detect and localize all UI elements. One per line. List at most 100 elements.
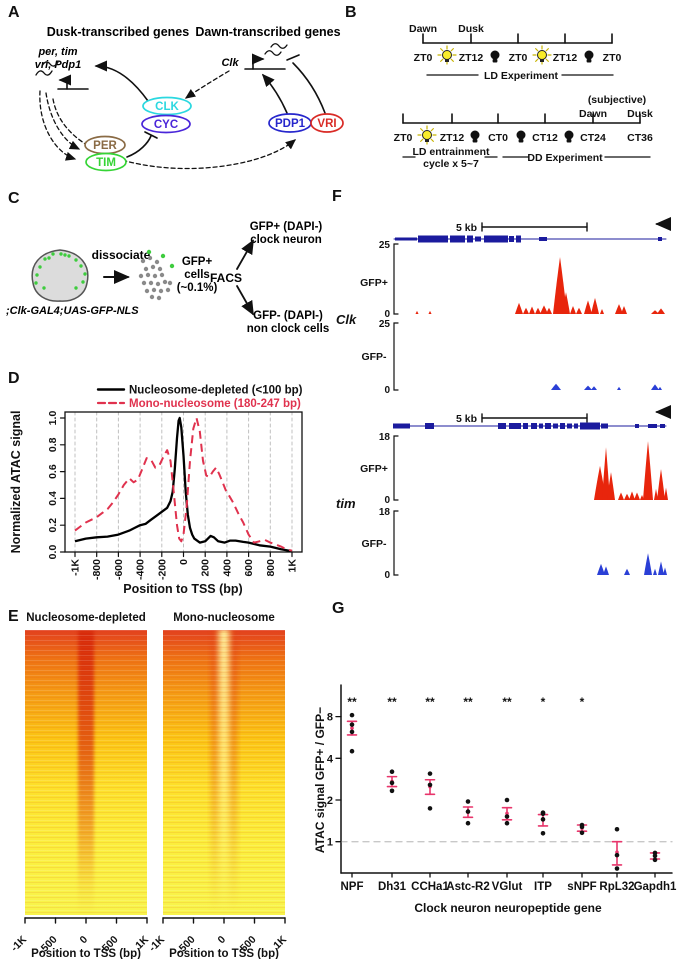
x-tick-label: 1K xyxy=(287,559,299,573)
data-point xyxy=(540,811,546,817)
line xyxy=(545,48,549,52)
line xyxy=(450,58,454,62)
coverage-peak xyxy=(621,305,627,314)
heatmap-x-tick-label: 0 xyxy=(216,934,229,947)
gene-model-exon xyxy=(450,235,465,243)
x-tick-label: -1K xyxy=(70,559,82,576)
coverage-peak xyxy=(634,492,640,500)
timepoint-label: CT12 xyxy=(532,132,558,144)
protein-vri: VRI xyxy=(310,113,344,133)
timepoint-label: ZT0 xyxy=(509,52,528,64)
coverage-peak xyxy=(428,310,432,314)
category-label: Dh31 xyxy=(378,881,407,893)
gene-name-label: Clk xyxy=(336,312,357,327)
coverage-peak xyxy=(664,487,668,500)
gfp-cells-label-1: GFP+ xyxy=(182,256,213,268)
protein-label: CYC xyxy=(154,119,178,131)
facs-positive-arrow xyxy=(236,239,254,270)
brain-outline xyxy=(31,249,89,302)
data-point xyxy=(579,830,585,836)
light-off-bulb-icon xyxy=(564,130,574,143)
gene-model-exon xyxy=(531,423,537,429)
heatmap-x-axis-title: Position to TSS (bp) xyxy=(31,948,141,959)
category-label: Astc-R2 xyxy=(446,881,489,893)
heatmap-row-texture xyxy=(163,630,285,915)
coverage-peak xyxy=(615,304,623,314)
y-tick-label: 8 xyxy=(327,712,333,724)
gene-model-exon xyxy=(418,235,448,243)
coverage-peak xyxy=(602,447,610,500)
timepoint-label: ZT12 xyxy=(440,132,465,144)
subjective-label: (subjective) xyxy=(588,94,646,106)
coverage-peak xyxy=(591,297,599,314)
gene-model-exon xyxy=(539,237,547,241)
data-point xyxy=(389,769,395,775)
gene-model-exon xyxy=(574,423,578,429)
heatmap-title-right: Mono-nucleosome xyxy=(173,612,275,624)
coverage-peak xyxy=(653,568,657,575)
timepoint-label: CT0 xyxy=(488,132,508,144)
data-point xyxy=(465,820,471,826)
dusk-gene-names-2: vri, Pdp1 xyxy=(35,59,81,71)
inhibition-t-bar xyxy=(286,54,300,61)
track-label: GFP+ xyxy=(360,277,388,289)
gfp-cells-label-2: cells xyxy=(184,269,210,281)
significance-marker: ** xyxy=(463,695,473,709)
heatmap-nucleosome-depleted xyxy=(25,630,147,915)
line xyxy=(450,48,454,52)
y-tick-label: 1.0 xyxy=(47,411,59,426)
gene-model-exon xyxy=(567,423,572,429)
clk-mrna-to-clk-protein-dashed xyxy=(184,70,230,99)
data-point xyxy=(579,824,585,830)
light-off-bulb-icon xyxy=(470,130,480,143)
coverage-peak xyxy=(657,469,665,500)
mrna-to-per-tim-dashed xyxy=(45,92,81,150)
data-point xyxy=(349,712,355,718)
category-label: VGlut xyxy=(492,881,523,893)
panel-label-e: E xyxy=(8,608,19,625)
y-tick-label: 0.0 xyxy=(47,545,59,560)
mean-marker xyxy=(505,811,509,816)
y-tick-label: 4 xyxy=(327,753,334,765)
gfp-pos-outcome-2: clock neuron xyxy=(250,234,322,246)
light-on-bulb-icon xyxy=(532,45,552,65)
track-label: GFP- xyxy=(361,351,387,363)
gene-model-exon xyxy=(509,423,521,429)
panel-label-g: G xyxy=(332,600,345,617)
track-axis-bracket xyxy=(393,510,399,576)
category-label: Gapdh1 xyxy=(634,881,677,893)
category-label: sNPF xyxy=(567,881,596,893)
dusk-gene-names-1: per, tim xyxy=(37,46,77,58)
coverage-peak xyxy=(535,307,541,314)
vri-inhibits-clk xyxy=(292,62,326,114)
coverage-peak xyxy=(624,568,630,575)
coverage-peak xyxy=(629,491,635,500)
x-tick-label: 400 xyxy=(221,559,233,577)
line xyxy=(440,48,444,52)
y-tick-label: 0.2 xyxy=(47,518,59,533)
x-tick-label: -200 xyxy=(156,559,168,580)
clkcyc-activates-dusk-genes-arrow xyxy=(94,60,149,102)
line xyxy=(420,128,424,132)
panel-label-f: F xyxy=(332,188,342,205)
gene-model-exon xyxy=(467,235,473,243)
coverage-peak xyxy=(529,306,535,314)
track-ymin-label: 0 xyxy=(384,309,390,320)
gene-model-exon xyxy=(484,235,508,243)
protein-label: PDP1 xyxy=(275,118,306,130)
gene-model-exon xyxy=(393,423,410,429)
protein-label: VRI xyxy=(317,118,336,130)
protein-pdp1: PDP1 xyxy=(268,113,312,133)
data-point xyxy=(427,782,433,788)
y-tick-label: 0.8 xyxy=(47,437,59,452)
inhibition-t-bar xyxy=(144,131,158,139)
pertim-inhibits-clkcyc xyxy=(126,135,152,158)
track-ymin-label: 0 xyxy=(384,570,390,581)
gene-model-exon xyxy=(509,236,514,242)
protein-label: CLK xyxy=(155,101,179,113)
light-off-bulb-icon xyxy=(516,130,526,143)
atac-ratio-dotplot: 8421NPF**Dh31**CCHa1**Astc-R2**VGlut**IT… xyxy=(313,684,677,915)
line xyxy=(440,58,444,62)
